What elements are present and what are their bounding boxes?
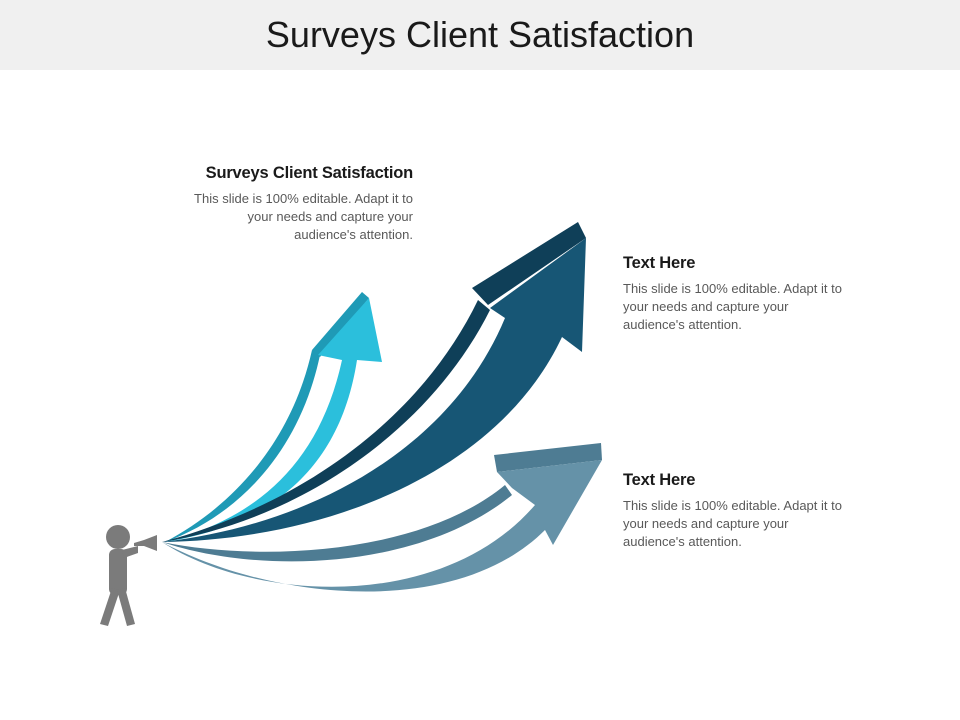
megaphone (134, 535, 157, 551)
person-torso (109, 549, 127, 595)
arrow-mid-side (162, 485, 512, 562)
person-arm (122, 546, 138, 558)
person-head (106, 525, 130, 549)
person-with-megaphone-icon (100, 525, 157, 626)
arrow-light-body (165, 298, 382, 542)
block-1-heading: Surveys Client Satisfaction (205, 164, 414, 182)
text-block-2: Text Here This slide is 100% editable. A… (623, 253, 853, 334)
person-leg-left (100, 588, 120, 626)
arrow-light-head-top (312, 292, 369, 357)
arrow-dark-head-top (472, 222, 586, 305)
arrow-mid-head-top (494, 443, 602, 472)
block-2-body: This slide is 100% editable. Adapt it to… (623, 281, 842, 332)
title-band (0, 0, 960, 70)
text-block-1: Surveys Client Satisfaction This slide i… (163, 163, 413, 244)
block-3-heading: Text Here (623, 471, 696, 489)
arrow-mid (162, 443, 602, 592)
arrow-light (165, 292, 382, 542)
arrow-dark (162, 222, 586, 542)
text-block-3: Text Here This slide is 100% editable. A… (623, 470, 853, 551)
block-2-heading: Text Here (623, 254, 696, 272)
block-1-body: This slide is 100% editable. Adapt it to… (194, 191, 413, 242)
block-3-body: This slide is 100% editable. Adapt it to… (623, 498, 842, 549)
arrow-dark-body (162, 238, 586, 542)
person-leg-right (117, 588, 135, 626)
arrow-mid-body (162, 460, 602, 592)
page-title: Surveys Client Satisfaction (265, 14, 695, 55)
